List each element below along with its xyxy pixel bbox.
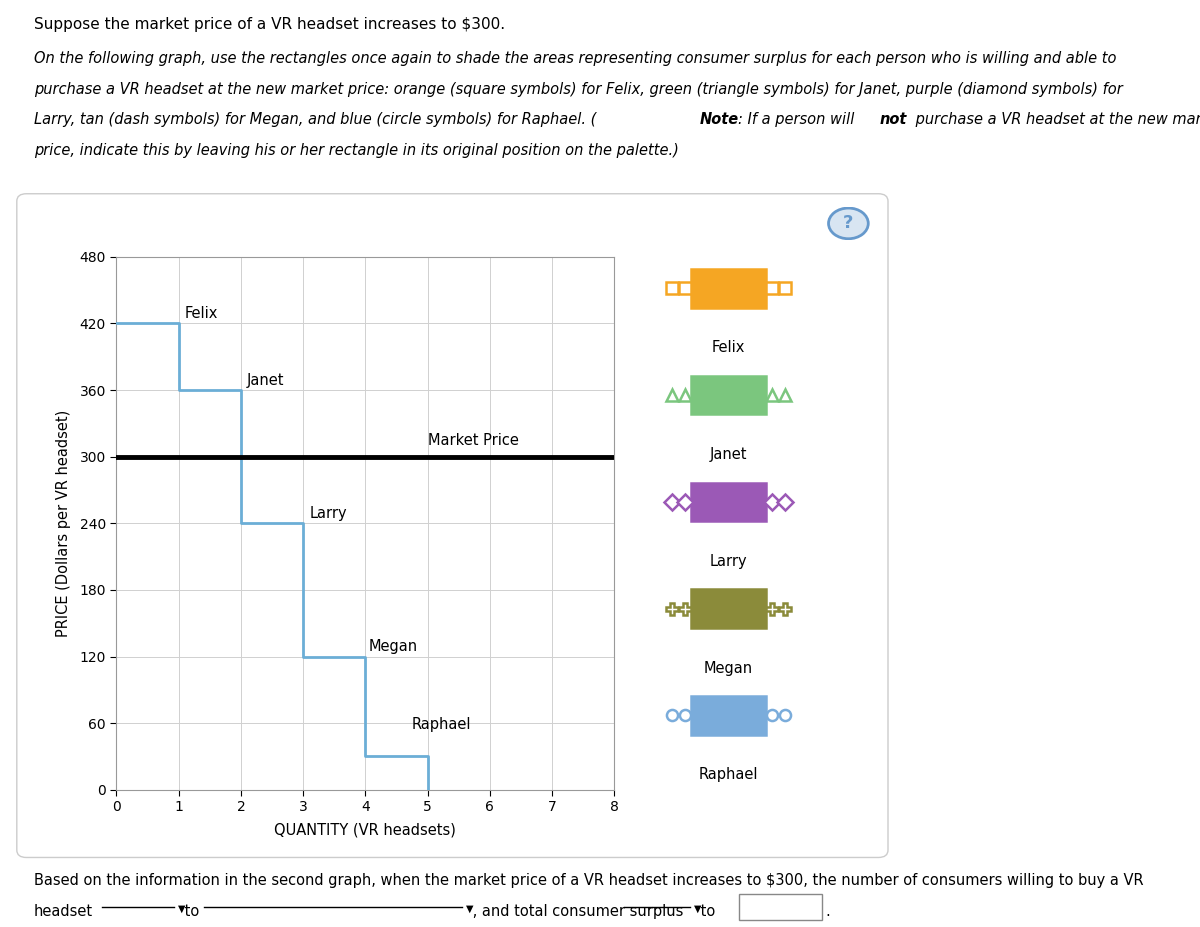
Text: Note: Note (700, 112, 739, 127)
Text: Raphael: Raphael (698, 768, 758, 782)
Circle shape (828, 208, 869, 239)
Text: , and total consumer surplus: , and total consumer surplus (468, 904, 683, 919)
Text: $: $ (745, 904, 755, 919)
Text: Megan: Megan (368, 640, 418, 654)
Text: Janet: Janet (709, 447, 748, 462)
Text: Felix: Felix (185, 306, 218, 321)
Text: ?: ? (844, 214, 853, 233)
Bar (691, 590, 766, 628)
X-axis label: QUANTITY (VR headsets): QUANTITY (VR headsets) (275, 822, 456, 838)
Text: Based on the information in the second graph, when the market price of a VR head: Based on the information in the second g… (34, 873, 1144, 888)
Text: purchase a VR headset at the new market: purchase a VR headset at the new market (911, 112, 1200, 127)
Text: .: . (826, 904, 830, 919)
Text: Larry: Larry (310, 506, 347, 521)
Text: headset: headset (34, 904, 92, 919)
Text: Raphael: Raphael (412, 717, 472, 732)
Text: Felix: Felix (712, 340, 745, 355)
Text: ▼: ▼ (694, 904, 701, 914)
Bar (691, 269, 766, 308)
Text: ▼: ▼ (178, 904, 185, 914)
Text: ▼: ▼ (466, 904, 473, 914)
Text: Suppose the market price of a VR headset increases to $300.: Suppose the market price of a VR headset… (34, 17, 505, 32)
Text: Megan: Megan (704, 661, 752, 676)
Text: On the following graph, use the rectangles once again to shade the areas represe: On the following graph, use the rectangl… (34, 51, 1116, 66)
Bar (691, 483, 766, 521)
Bar (691, 696, 766, 735)
Y-axis label: PRICE (Dollars per VR headset): PRICE (Dollars per VR headset) (56, 410, 71, 637)
Text: price, indicate this by leaving his or her rectangle in its original position on: price, indicate this by leaving his or h… (34, 143, 678, 158)
Text: Larry: Larry (709, 553, 748, 569)
Text: Larry, tan (dash symbols) for Megan, and blue (circle symbols) for Raphael. (: Larry, tan (dash symbols) for Megan, and… (34, 112, 596, 127)
Text: Janet: Janet (247, 373, 284, 387)
Text: : If a person will: : If a person will (738, 112, 859, 127)
Text: purchase a VR headset at the new market price: orange (square symbols) for Felix: purchase a VR headset at the new market … (34, 82, 1122, 96)
Text: Market Price: Market Price (427, 433, 518, 448)
Text: to: to (180, 904, 199, 919)
Bar (691, 375, 766, 414)
Text: to: to (696, 904, 715, 919)
Text: not: not (880, 112, 907, 127)
